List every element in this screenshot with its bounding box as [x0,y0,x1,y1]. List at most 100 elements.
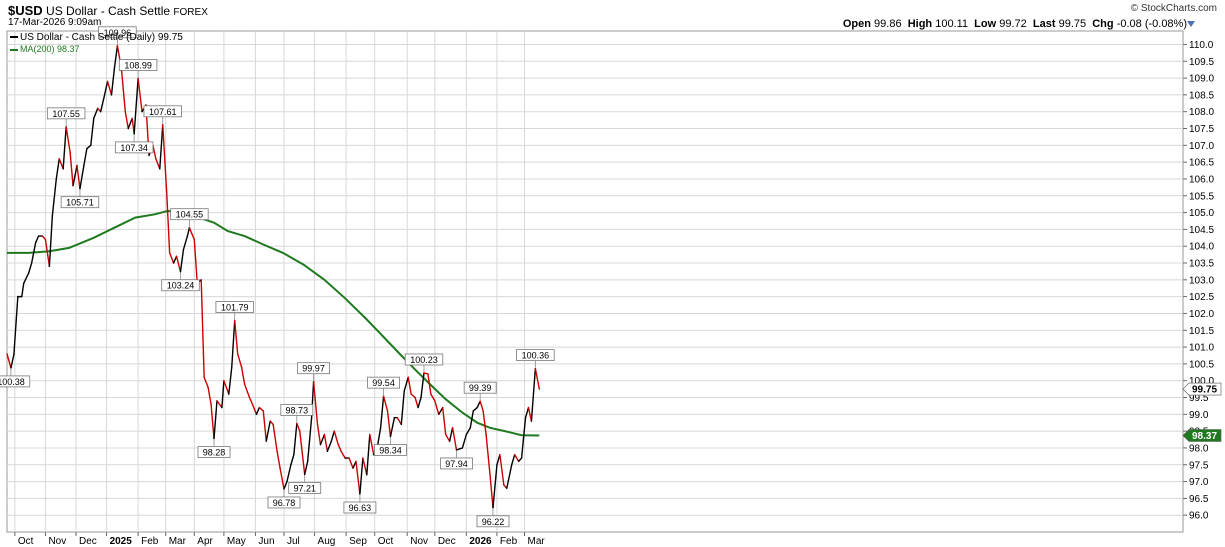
y-tick-label: 99.0 [1189,410,1209,421]
price-segment [30,242,37,264]
legend-ma-label: MA(200) 98.37 [20,44,80,54]
price-segment [179,248,185,273]
annotation-box [170,208,209,221]
y-tick-label: 100.0 [1189,376,1214,387]
price-segment [124,110,129,130]
last-price-tag-label: 99.75 [1192,385,1217,396]
timestamp: 17-Mar-2026 9:09am [8,17,102,28]
x-tick-label: Aug [318,536,336,547]
price-segment [442,406,447,436]
annotation-box [280,403,314,416]
price-segment [366,433,371,476]
price-segment [451,427,458,451]
price-segment [65,126,71,153]
price-segment [21,282,25,298]
price-segment [13,295,19,356]
open-value: 99.86 [874,18,902,30]
price-segment [234,319,239,355]
y-tick-label: 101.0 [1189,343,1214,354]
price-segment [312,381,319,426]
price-segment [165,191,171,254]
price-segment [496,453,501,466]
chevron-down-icon[interactable] [1187,21,1195,27]
price-segment [213,400,218,440]
ma-value-tag-box [1182,429,1222,442]
price-segment [333,430,339,446]
price-segment [465,427,472,436]
annotation-box [440,457,473,470]
price-segment [386,410,392,438]
y-tick-label: 107.5 [1189,124,1214,135]
price-segment [83,147,88,167]
annotation-box [114,141,154,154]
y-tick-label: 106.0 [1189,174,1214,185]
annotation-box [374,444,407,456]
price-segment [485,433,491,476]
x-tick-label: 2026 [469,536,492,547]
price-segment [113,45,119,69]
x-tick-label: Nov [410,536,428,547]
price-segment [99,94,106,113]
price-segment [155,158,161,170]
price-segment [524,406,530,419]
price-segment [23,272,30,284]
price-segment [389,416,396,438]
instrument-name: US Dollar - Cash Settle [46,4,171,18]
annotation-label: 98.28 [203,448,226,458]
y-tick-label: 97.0 [1189,477,1209,488]
annotation-label: 99.54 [372,378,395,388]
price-segment [258,406,265,412]
price-segment [207,386,212,405]
quote-bar: Open 99.86 High 100.11 Low 99.72 Last 99… [843,18,1187,30]
price-segment [407,376,412,395]
price-segment [41,235,47,241]
price-segment [283,480,288,490]
price-segment [276,450,281,469]
price-segment [133,77,139,135]
legend-price-label: US Dollar - Cash Settle (Daily) 99.75 [20,32,183,43]
x-tick-label: Nov [48,536,66,547]
chart-title: $USD US Dollar - Cash Settle FOREX [8,3,208,18]
symbol: $USD [8,3,43,18]
price-segment [172,255,178,264]
x-tick-label: Mar [528,536,546,547]
price-segment [444,433,451,442]
annotation-label: 99.97 [302,364,325,374]
price-segment [530,367,537,422]
y-tick-label: 110.0 [1189,40,1214,51]
price-segment [296,422,301,432]
price-segment [48,215,54,268]
price-segment [434,400,440,416]
price-segment [362,457,368,476]
annotation-label: 96.22 [482,517,505,527]
price-segment [427,373,432,395]
annotation-box [143,105,182,118]
y-tick-label: 102.0 [1189,309,1214,320]
last-label: Last [1032,18,1056,30]
annotation-label: 97.94 [445,459,468,469]
y-tick-label: 98.0 [1189,443,1209,454]
annotation-label: 108.99 [124,60,152,70]
price-segment [279,467,285,490]
annotation-label: 107.34 [120,143,148,153]
legend-swatch-price [10,36,18,39]
y-tick-label: 96.0 [1189,511,1209,522]
x-tick-label: Jun [258,536,274,547]
y-tick-label: 105.5 [1189,191,1214,202]
x-axis: Oct Nov Dec 2025 Feb Mar Apr May Jun Jul Aug Sep Oct… [14,532,546,547]
price-segment [79,164,85,190]
price-segment [400,390,405,426]
x-tick-label: May [227,536,246,547]
price-segment [251,403,258,416]
annotation-label: 101.79 [221,303,249,313]
price-segment [355,460,361,495]
y-tick-label: 108.5 [1189,90,1214,101]
y-tick-label: 105.0 [1189,208,1214,219]
annotation-label: 100.23 [410,355,438,365]
price-segment [236,353,243,368]
price-segment [44,238,51,268]
price-segment [476,400,481,409]
price-segment [469,410,474,429]
price-segment [348,457,354,469]
